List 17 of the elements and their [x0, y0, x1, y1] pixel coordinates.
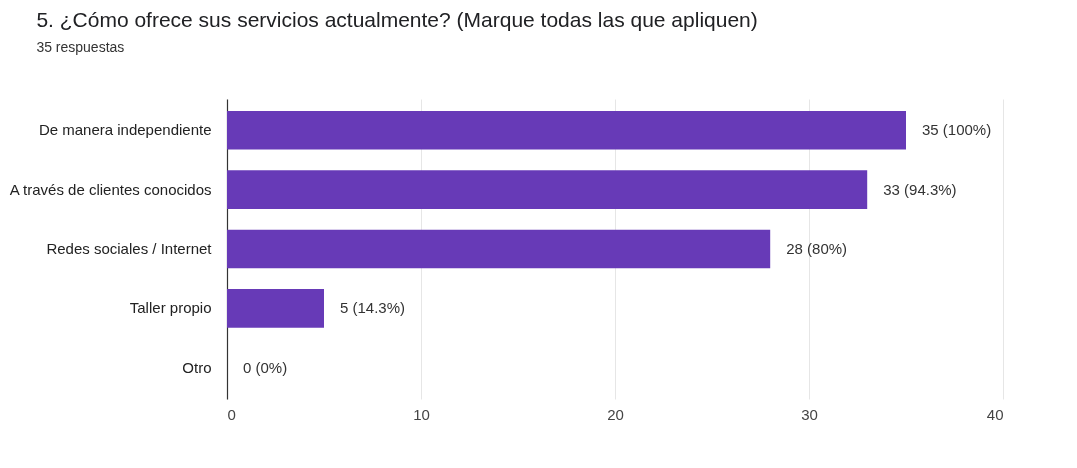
x-tick-label: 10 — [413, 405, 430, 423]
data-label: 5 (14.3%) — [340, 299, 406, 317]
y-tick-label: De manera independiente — [38, 121, 212, 139]
y-tick-label: Otro — [182, 358, 212, 376]
chart-title: 5. ¿Cómo ofrece sus servicios actualmente? (Marque todas las que apliquen) — [36, 8, 758, 31]
data-label: 28 (80%) — [786, 240, 848, 257]
data-label: 0 (0%) — [243, 358, 288, 376]
x-tick-label: 0 — [227, 405, 236, 423]
y-tick-label: Redes sociales / Internet — [46, 240, 213, 257]
text: 35 respuestas — [36, 39, 125, 55]
x-tick-label: 30 — [801, 405, 818, 423]
x-tick-label: 40 — [986, 405, 1004, 423]
data-label: 35 (100%) — [922, 121, 992, 139]
y-tick-label: A través de clientes conocidos — [9, 180, 212, 198]
x-tick-label: 20 — [607, 405, 624, 423]
data-label: 33 (94.3%) — [883, 180, 957, 198]
y-tick-label: Taller propio — [129, 299, 212, 317]
